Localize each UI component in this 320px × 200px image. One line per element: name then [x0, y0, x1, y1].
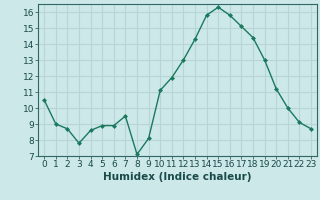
X-axis label: Humidex (Indice chaleur): Humidex (Indice chaleur) — [103, 172, 252, 182]
